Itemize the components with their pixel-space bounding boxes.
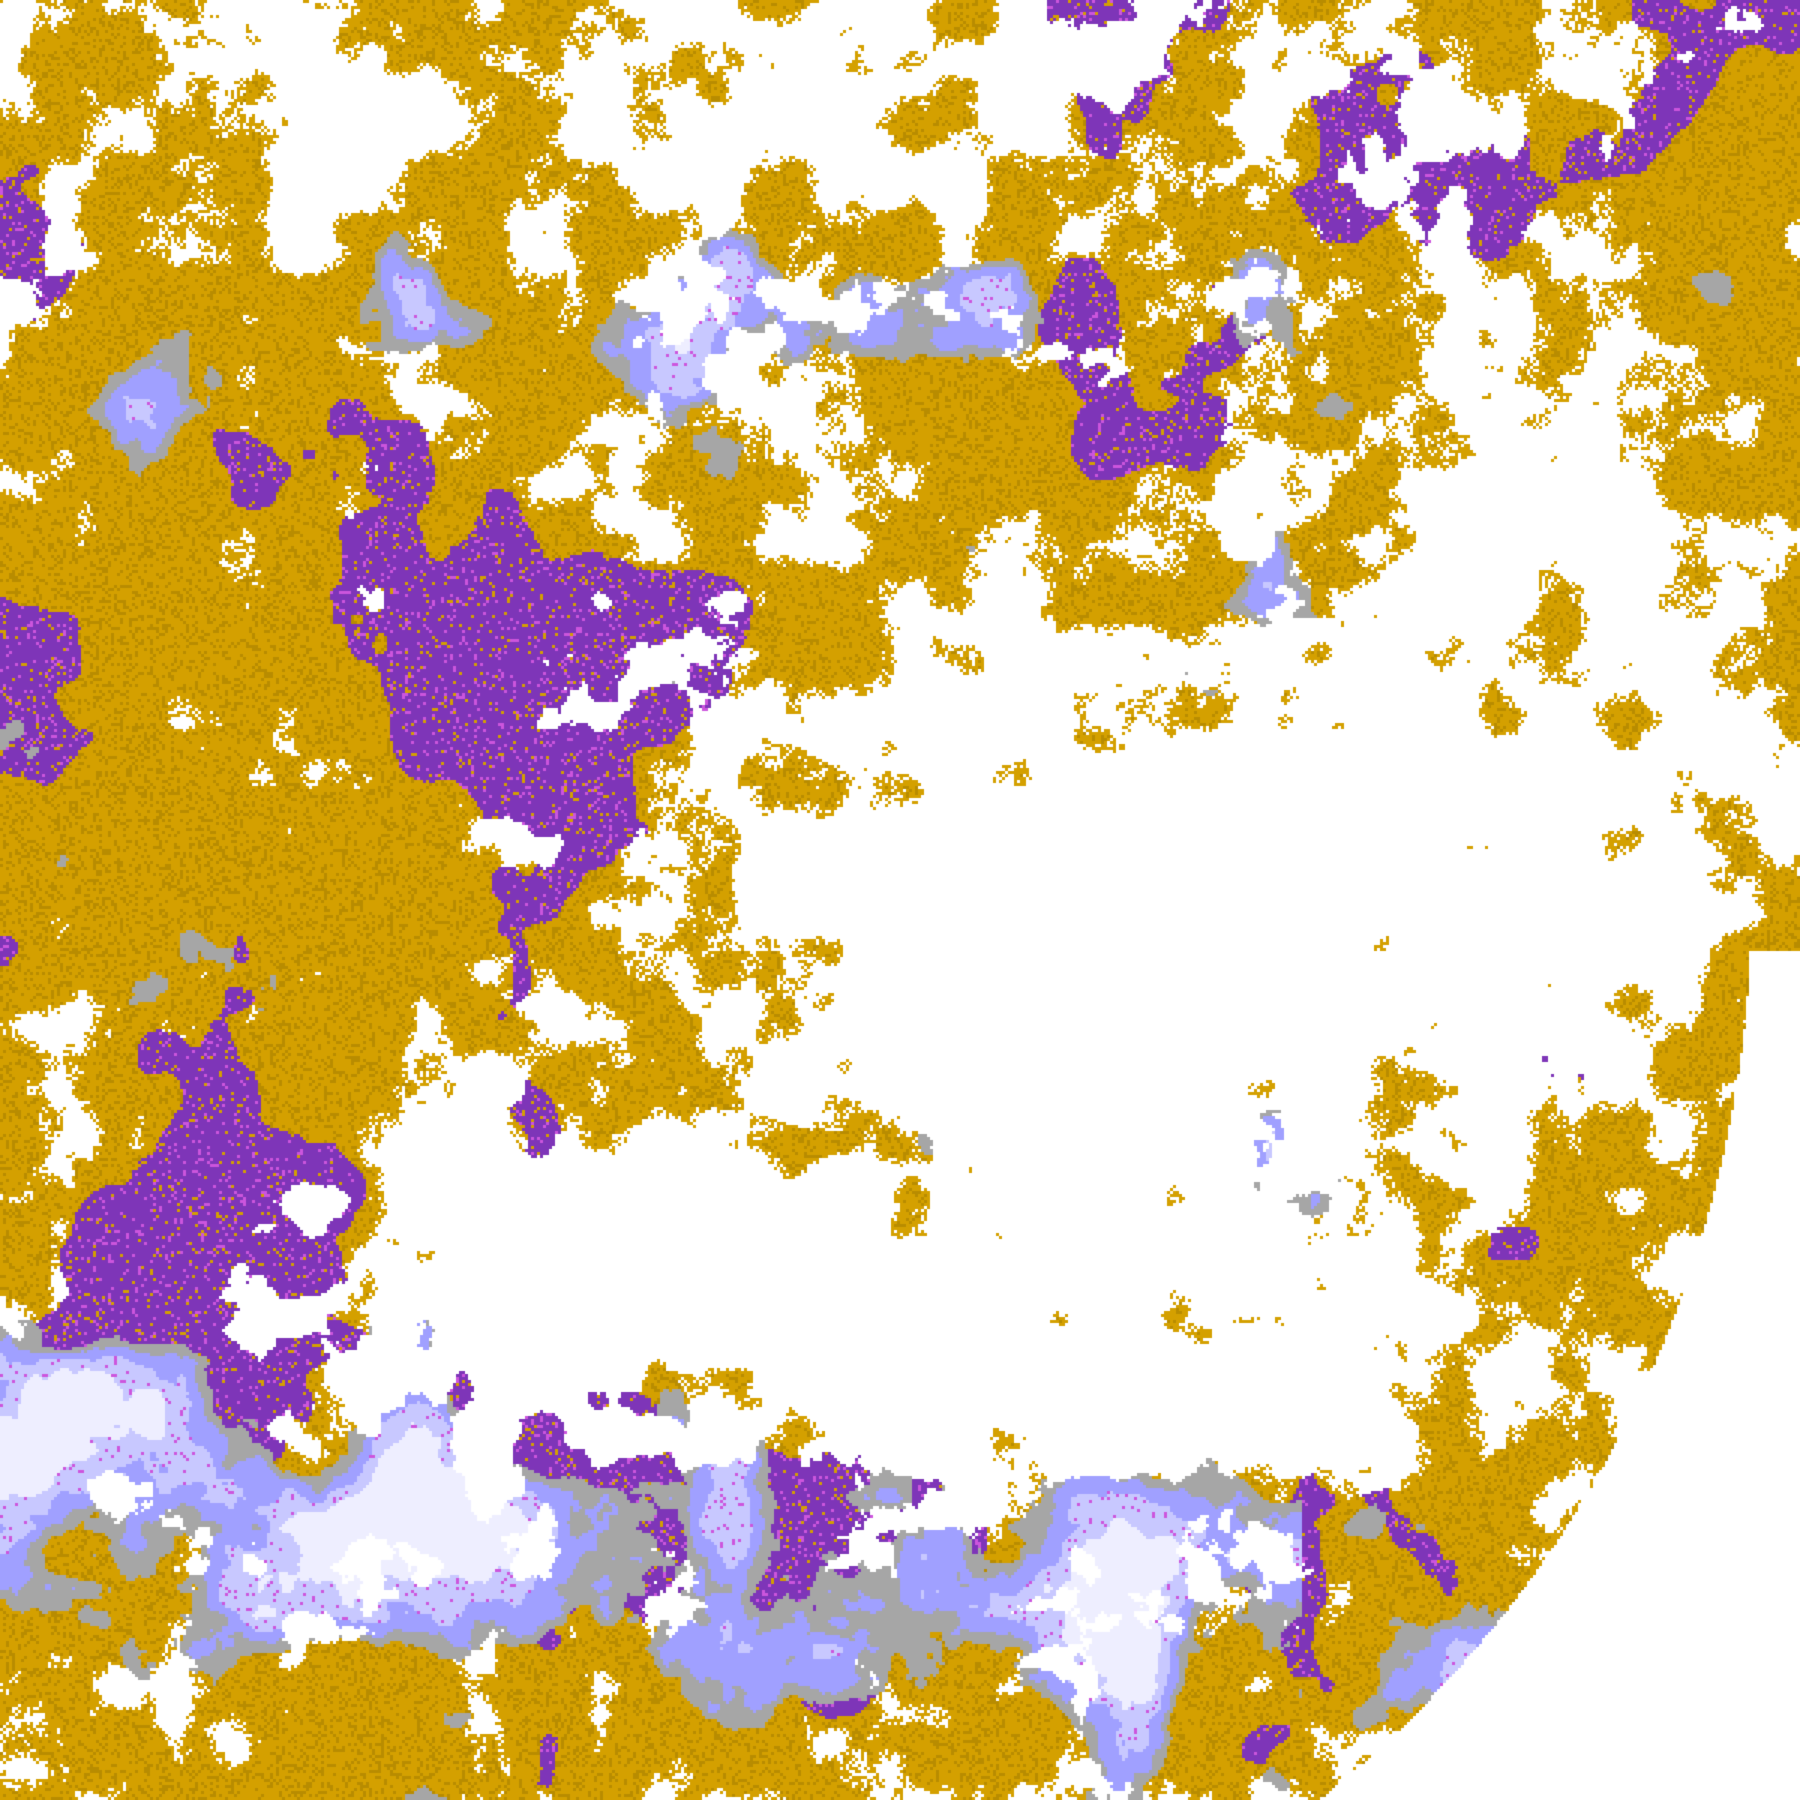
- satellite-cloud-map: [0, 0, 1800, 1800]
